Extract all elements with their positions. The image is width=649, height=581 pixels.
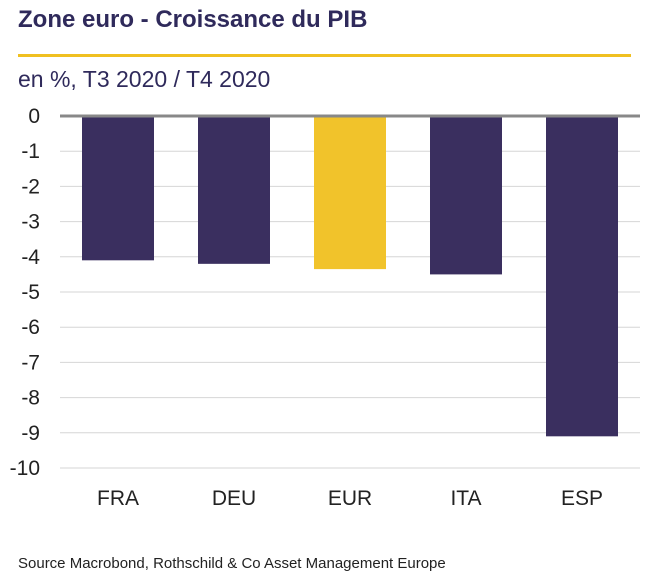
x-tick-labels: FRA DEU EUR ITA ESP <box>97 487 603 510</box>
y-tick-label: -1 <box>21 140 40 163</box>
y-tick-label: -3 <box>21 211 40 234</box>
bar-fra <box>82 116 154 261</box>
y-tick-label: -2 <box>21 175 40 198</box>
title-divider <box>18 54 631 57</box>
chart-subtitle: en %, T3 2020 / T4 2020 <box>18 66 271 92</box>
bar-eur <box>314 116 386 270</box>
y-tick-label: 0 <box>28 105 40 128</box>
x-tick-label: FRA <box>97 487 139 510</box>
bar-chart: 0 -1 -2 -3 -4 -5 -6 -7 -8 -9 -10 FRA DEU EUR ITA ESP <box>10 105 640 510</box>
source-note: Source Macrobond, Rothschild & Co Asset … <box>18 555 446 572</box>
y-tick-labels: 0 -1 -2 -3 -4 -5 -6 -7 -8 -9 -10 <box>10 105 41 480</box>
y-tick-label: -6 <box>21 316 40 339</box>
y-tick-label: -7 <box>21 351 40 374</box>
x-tick-label: DEU <box>212 487 256 510</box>
x-tick-label: ITA <box>450 487 481 510</box>
y-tick-label: -10 <box>10 457 40 480</box>
grid-lines <box>60 150 640 469</box>
bars <box>82 116 618 437</box>
y-tick-label: -9 <box>21 422 40 445</box>
bar-deu <box>198 116 270 264</box>
y-tick-label: -5 <box>21 281 40 304</box>
bar-esp <box>546 116 618 437</box>
x-tick-label: ESP <box>561 487 603 510</box>
bar-ita <box>430 116 502 275</box>
y-tick-label: -4 <box>21 246 40 269</box>
x-tick-label: EUR <box>328 487 372 510</box>
y-tick-label: -8 <box>21 387 40 410</box>
chart-title: Zone euro - Croissance du PIB <box>18 6 368 33</box>
